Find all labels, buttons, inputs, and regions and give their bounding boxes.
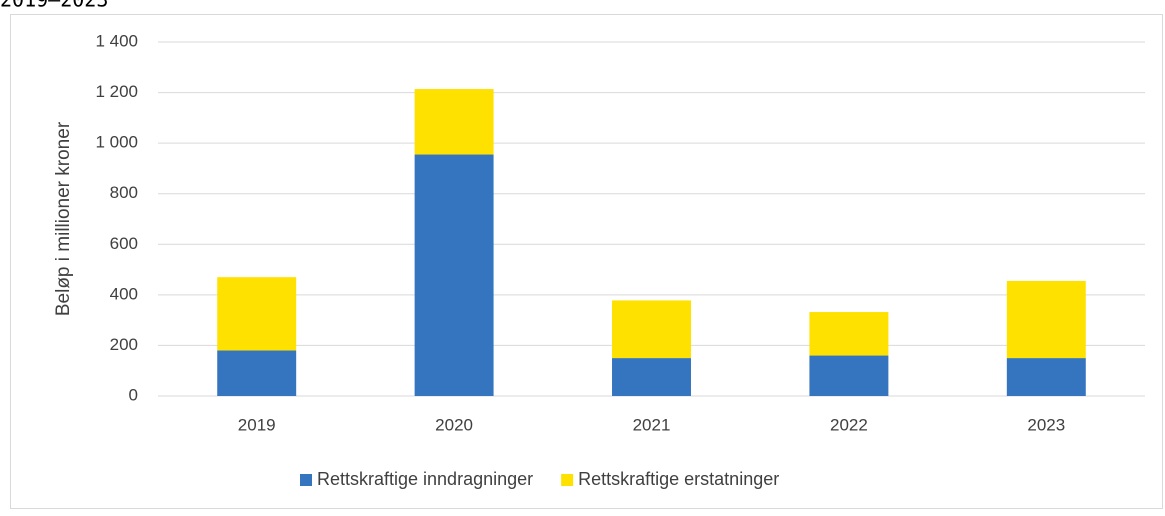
legend-swatch [300, 474, 312, 486]
chart-title: 2019–2023 [0, 0, 108, 12]
y-tick-label: 800 [110, 183, 138, 202]
y-tick-label: 1 200 [95, 82, 138, 101]
legend-label: Rettskraftige inndragninger [317, 469, 533, 489]
bar-segment [414, 89, 494, 155]
y-tick-label: 400 [110, 284, 138, 303]
y-axis-label: Beløp i millioner kroner [53, 121, 74, 316]
bar-segment [612, 300, 691, 359]
bar-segment [414, 154, 494, 396]
chart-frame [10, 14, 1163, 509]
x-tick-label: 2021 [633, 415, 671, 434]
x-tick-label: 2019 [238, 415, 276, 434]
legend-label: Rettskraftige erstatninger [578, 469, 779, 489]
bar-segment [1006, 280, 1086, 359]
bar-segment [612, 358, 691, 396]
bar-segment [809, 355, 889, 396]
x-tick-label: 2020 [435, 415, 473, 434]
bar-segment [217, 350, 297, 396]
y-tick-label: 1 000 [95, 133, 138, 152]
x-tick-label: 2023 [1027, 415, 1065, 434]
y-tick-label: 200 [110, 335, 138, 354]
y-tick-label: 1 400 [95, 31, 138, 50]
bar-segment [217, 277, 297, 351]
bar-segment [809, 312, 889, 356]
bar-segment [1006, 358, 1086, 396]
y-tick-label: 0 [129, 385, 138, 404]
legend-swatch [561, 474, 574, 486]
x-tick-label: 2022 [830, 415, 868, 434]
y-tick-label: 600 [110, 234, 138, 253]
